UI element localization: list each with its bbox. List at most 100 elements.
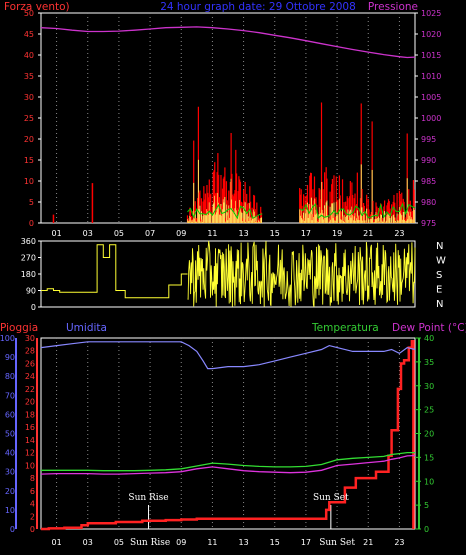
wind-x-tick-label: 23 [394,229,404,238]
wind-tick-label: 45 [24,30,34,39]
wind-x-tick-label: 15 [270,229,280,238]
dewpoint-axis-title: Dew Point (°C) [392,322,466,334]
compass-label: W [436,256,446,267]
rain-tick-label: 10 [25,461,35,470]
wind-tick-label: 15 [24,156,34,165]
rain-tick-label: 0 [30,525,35,534]
wind-tick-label: 30 [24,93,34,102]
direction-tick-label: 270 [21,254,36,263]
wind-x-tick-label: 01 [51,229,61,238]
rain-tick-label: 4 [30,500,35,509]
wind-tick-label: 35 [24,72,34,81]
wind-x-tick-label: 19 [332,229,342,238]
rain-tick-label: 16 [25,423,35,432]
temperature-tick-label: 5 [424,501,429,510]
weather-x-tick-label: 15 [270,538,280,547]
rain-tick-label: 22 [25,385,35,394]
direction-oscillation [187,240,416,307]
compass-label: S [436,270,442,281]
wind-tick-label: 40 [24,51,34,60]
weather-x-tick-label: Sun Rise [130,538,170,548]
temperature-tick-label: 35 [424,358,434,367]
series-layer [40,26,416,531]
pressure-tick-label: 1015 [421,51,441,60]
wind-tick-label: 5 [29,198,34,207]
wind-x-tick-label: 07 [145,229,155,238]
weather-x-tick-label: 13 [238,538,248,547]
pressure-tick-label: 1005 [421,93,441,102]
rain-tick-label: 6 [30,487,35,496]
pressure-tick-label: 1010 [421,72,441,81]
direction-tick-label: 180 [21,270,36,279]
humidity-tick-label: 50 [5,430,15,439]
pressure-line [40,26,416,59]
humidity-tick-label: 90 [5,353,15,362]
pressure-tick-label: 990 [421,156,436,165]
wind-tick-label: 20 [24,135,34,144]
wind-x-tick-label: 17 [301,229,311,238]
weather-x-tick-label: 11 [207,538,217,547]
weather-x-tick-label: 23 [394,538,404,547]
pressure-tick-label: 975 [421,219,436,228]
humidity-tick-label: 10 [5,506,15,515]
humidity-line [40,341,416,370]
temperature-tick-label: 20 [424,430,434,439]
wind-x-tick-label: 09 [176,229,186,238]
compass-label: N [436,299,443,310]
pressure-tick-label: 1025 [421,9,441,18]
weather-x-tick-label: 17 [301,538,311,547]
pressure-tick-label: 1000 [421,114,441,123]
pressure-tick-label: 985 [421,177,436,186]
dewpoint-line [40,454,416,475]
wind-x-tick-label: 03 [83,229,93,238]
pressure-tick-label: 995 [421,135,436,144]
rain-tick-label: 14 [25,436,35,445]
wind-axis-title: Forza vento) [4,1,70,13]
direction-line [41,244,188,299]
compass-label: E [436,285,442,296]
sun-annotation: Sun Rise [128,493,168,503]
direction-tick-label: 0 [31,303,36,312]
grid-layer [15,12,421,530]
humidity-axis-title: Umidita [66,322,107,334]
rain-tick-label: 26 [25,359,35,368]
sun-annotation: Sun Set [313,493,349,503]
wind-tick-label: 10 [24,177,34,186]
humidity-tick-label: 30 [5,468,15,477]
wind-green-line [299,202,416,219]
temperature-tick-label: 40 [424,334,434,343]
rain-tick-label: 12 [25,449,35,458]
rain-axis-title: Pioggia [0,322,38,334]
rain-tick-label: 20 [25,398,35,407]
pressure-tick-label: 1020 [421,30,441,39]
humidity-tick-label: 80 [5,372,15,381]
humidity-tick-label: 20 [5,487,15,496]
temperature-line [41,451,415,472]
direction-tick-label: 90 [26,287,36,296]
humidity-tick-label: 40 [5,449,15,458]
wind-green-line [187,203,263,220]
weather-x-tick-label: 21 [363,538,373,547]
rain-tick-label: 2 [30,512,35,521]
weather-x-tick-label: 01 [51,538,61,547]
direction-tick-label: 360 [21,237,36,246]
weather-x-tick-label: 05 [114,538,124,547]
weather-x-tick-label: 09 [176,538,186,547]
temperature-tick-label: 30 [424,382,434,391]
humidity-tick-label: 60 [5,410,15,419]
compass-label: N [436,241,443,252]
weather-x-tick-label: 03 [83,538,93,547]
wind-tick-label: 0 [29,219,34,228]
rain-tick-label: 8 [30,474,35,483]
rain-tick-label: 18 [25,410,35,419]
temperature-tick-label: 0 [424,525,429,534]
temperature-axis-title: Temperatura [311,322,379,334]
rain-line [41,339,415,531]
rain-tick-label: 24 [25,372,35,381]
wind-tick-label: 25 [24,114,34,123]
weather-x-tick-label: Sun Set [319,538,355,548]
temperature-tick-label: 15 [424,453,434,462]
temperature-tick-label: 25 [424,406,434,415]
chart-title: 24 hour graph date: 29 Ottobre 2008 [160,1,356,13]
